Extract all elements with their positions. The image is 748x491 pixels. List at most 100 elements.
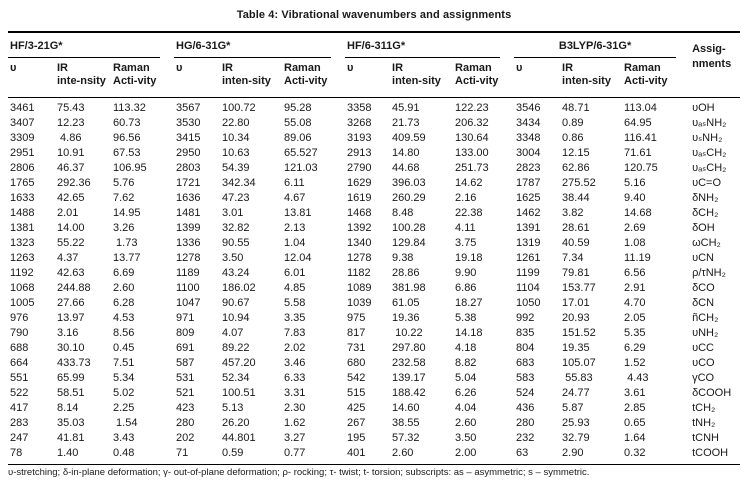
value-cell: 1100	[176, 282, 200, 294]
value-cell: 26.20	[222, 417, 250, 429]
value-cell: 3.31	[284, 387, 306, 399]
value-cell: 0.32	[622, 446, 691, 465]
table-row: 1765 292.36 5.76 1721 342.34 6.11 1629 396.03 14…	[8, 176, 740, 191]
table-row: 688 30.10 0.45 691 89.22 2.02 731 297.80 4.18 804…	[8, 341, 740, 356]
value-cell: 1199	[516, 267, 540, 279]
value-cell: 9.90	[455, 267, 477, 279]
value-cell: 14.62	[455, 177, 483, 189]
value-cell: 1278	[347, 252, 372, 264]
value-cell: 32.82	[222, 222, 250, 234]
value-cell: 3.35	[284, 312, 306, 324]
value-cell: 54.39	[222, 162, 250, 174]
value-cell: 153.77	[562, 282, 596, 294]
value-cell: 14.95	[113, 207, 141, 219]
group-header-hf3-21g: HF/3-21G*	[8, 31, 174, 58]
value-cell: 6.28	[113, 297, 135, 309]
value-cell: 3.61	[624, 387, 646, 399]
value-cell: 0.48	[111, 446, 174, 465]
value-cell: 790	[10, 327, 29, 339]
value-cell: 260.29	[392, 192, 426, 204]
value-cell: 19.35	[562, 342, 590, 354]
col-header-freq-2: υ	[174, 58, 220, 98]
value-cell: 587	[176, 357, 195, 369]
assignment-cell: υCN	[692, 252, 714, 264]
value-cell: 232.58	[392, 357, 426, 369]
value-cell: 1.08	[624, 237, 646, 249]
value-cell: 396.03	[392, 177, 426, 189]
value-cell: 2790	[347, 162, 372, 174]
group-label: B3LYP/6-31G*	[558, 40, 632, 52]
value-cell: 78	[8, 446, 55, 465]
value-cell: 1765	[10, 177, 35, 189]
value-cell: 11.19	[624, 252, 651, 264]
value-cell: 65.527	[284, 147, 318, 159]
value-cell: 1.62	[284, 417, 306, 429]
value-cell: 3.16	[57, 327, 79, 339]
value-cell: 2803	[176, 162, 201, 174]
value-cell: 14.80	[392, 147, 420, 159]
table-row: 1005 27.66 6.28 1047 90.67 5.58 1039 61.05 18.27…	[8, 296, 740, 311]
value-cell: 3.43	[113, 432, 135, 444]
value-cell: 18.27	[455, 297, 483, 309]
sub-header-row: υ IR inte-nsity Raman Acti-vity υ IR int…	[8, 58, 740, 98]
value-cell: 42.65	[57, 192, 85, 204]
value-cell: 522	[10, 387, 29, 399]
value-cell: 436	[516, 402, 535, 414]
value-cell: 664	[10, 357, 29, 369]
value-cell: 551	[10, 372, 29, 384]
value-cell: 1319	[516, 237, 541, 249]
value-cell: 27.66	[57, 297, 85, 309]
value-cell: 106.95	[113, 162, 147, 174]
value-cell: 1182	[347, 267, 371, 279]
table-row: 78 1.40 0.48 71 0.59 0.77 401 2.60 2.00 63 2.90 0.3…	[8, 446, 741, 465]
value-cell: 975	[347, 312, 366, 324]
assignment-cell: υₐₛCH₂	[692, 162, 727, 174]
table-row: 1068 244.88 2.60 1100 186.02 4.85 1089 381.98 6.…	[8, 281, 740, 296]
value-cell: 1488	[10, 207, 35, 219]
value-cell: 3004	[516, 147, 541, 159]
value-cell: 10.22	[392, 327, 423, 339]
value-cell: 1625	[516, 192, 541, 204]
value-cell: 232	[516, 432, 535, 444]
value-cell: 64.95	[624, 117, 652, 129]
value-cell: 1050	[516, 297, 541, 309]
value-cell: 292.36	[57, 177, 91, 189]
value-cell: 401	[345, 446, 391, 465]
value-cell: 47.23	[222, 192, 250, 204]
value-cell: 12.15	[562, 147, 590, 159]
group-label: HG/6-31G*	[176, 40, 231, 52]
value-cell: 417	[10, 402, 29, 414]
value-cell: 5.35	[624, 327, 646, 339]
value-cell: 342.34	[222, 177, 256, 189]
value-cell: 89.06	[284, 132, 312, 144]
value-cell: 3309	[10, 132, 35, 144]
value-cell: 992	[516, 312, 535, 324]
value-cell: 731	[347, 342, 366, 354]
table-row: 976 13.97 4.53 971 10.94 3.35 975 19.36 5.38 992 2…	[8, 311, 740, 326]
value-cell: 297.80	[392, 342, 426, 354]
value-cell: 1.52	[624, 357, 646, 369]
value-cell: 121.03	[284, 162, 318, 174]
value-cell: 8.56	[113, 327, 135, 339]
value-cell: 3.50	[455, 432, 477, 444]
value-cell: 89.22	[222, 342, 250, 354]
value-cell: 1089	[347, 282, 372, 294]
value-cell: 521	[176, 387, 195, 399]
value-cell: 14.60	[392, 402, 420, 414]
table-row: 2951 10.91 67.53 2950 10.63 65.527 2913 14.80 13…	[8, 146, 740, 161]
value-cell: 14.18	[455, 327, 483, 339]
value-cell: 4.11	[455, 222, 476, 234]
value-cell: 835	[516, 327, 535, 339]
value-cell: 1392	[347, 222, 372, 234]
value-cell: 4.07	[222, 327, 244, 339]
value-cell: 202	[176, 432, 195, 444]
value-cell: 46.37	[57, 162, 85, 174]
value-cell: 3546	[516, 102, 541, 114]
value-cell: 7.83	[284, 327, 306, 339]
value-cell: 1261	[516, 252, 541, 264]
table-row: 1488 2.01 14.95 1481 3.01 13.81 1468 8.48 22.38 1…	[8, 206, 740, 221]
value-cell: 3434	[516, 117, 541, 129]
value-cell: 95.28	[284, 102, 312, 114]
group-header-b3lyp6-31g: B3LYP/6-31G*	[514, 31, 691, 58]
